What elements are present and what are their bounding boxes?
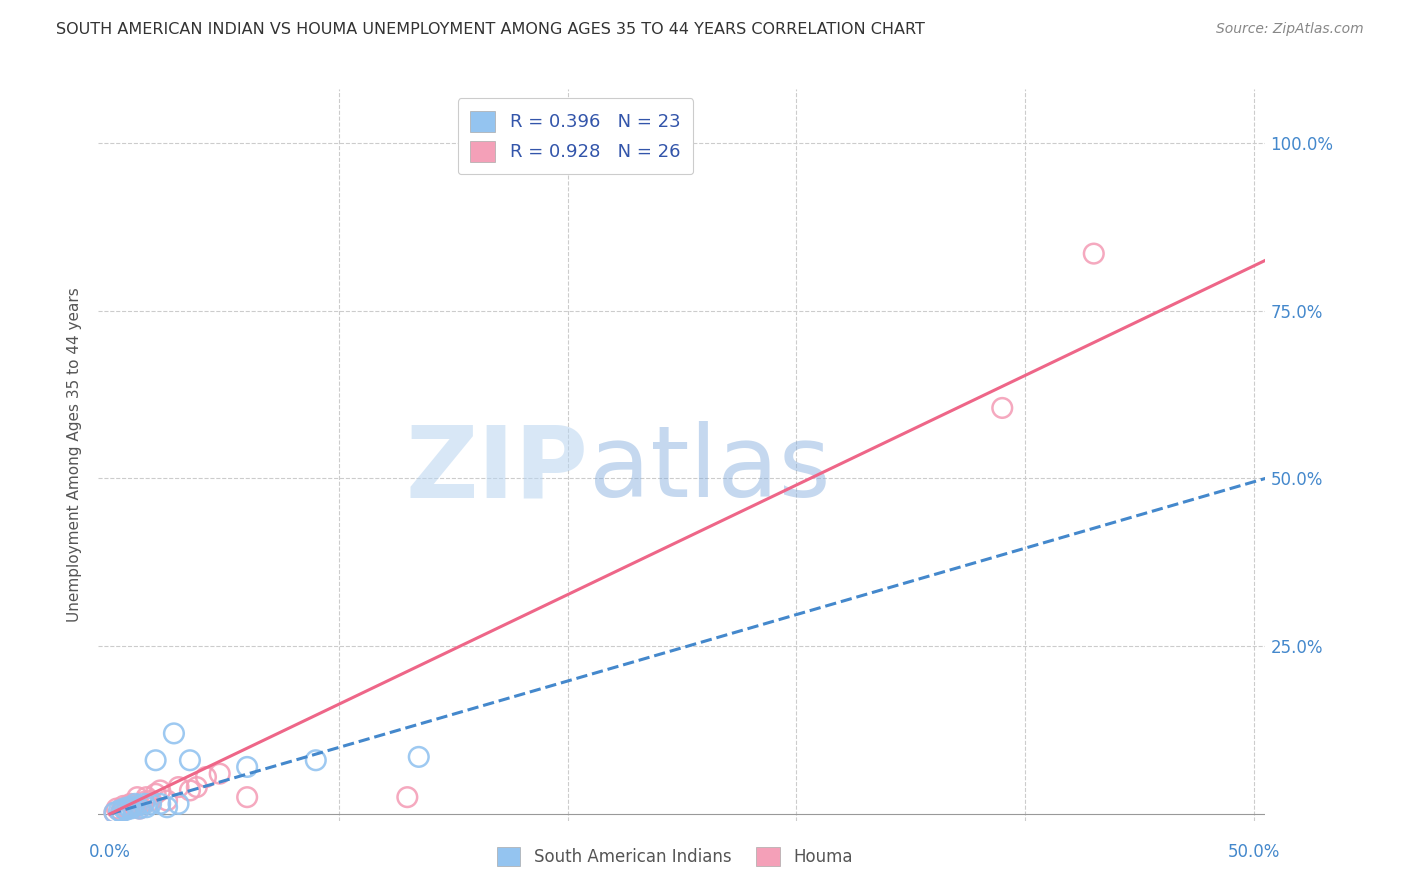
Point <box>179 753 201 767</box>
Text: SOUTH AMERICAN INDIAN VS HOUMA UNEMPLOYMENT AMONG AGES 35 TO 44 YEARS CORRELATIO: SOUTH AMERICAN INDIAN VS HOUMA UNEMPLOYM… <box>56 22 925 37</box>
Point <box>991 401 1014 415</box>
Point <box>236 760 259 774</box>
Legend: R = 0.396   N = 23, R = 0.928   N = 26: R = 0.396 N = 23, R = 0.928 N = 26 <box>457 98 693 174</box>
Point <box>236 790 259 805</box>
Point <box>128 801 150 815</box>
Y-axis label: Unemployment Among Ages 35 to 44 years: Unemployment Among Ages 35 to 44 years <box>67 287 83 623</box>
Point <box>167 797 190 811</box>
Point <box>208 766 231 780</box>
Point <box>408 750 430 764</box>
Point <box>134 795 156 809</box>
Point <box>396 790 419 805</box>
Text: ZIP: ZIP <box>406 421 589 518</box>
Point <box>156 793 179 807</box>
Point <box>149 797 172 811</box>
Point <box>103 805 125 820</box>
Point <box>194 770 217 784</box>
Text: Source: ZipAtlas.com: Source: ZipAtlas.com <box>1216 22 1364 37</box>
Point <box>112 801 135 815</box>
Point <box>186 780 208 794</box>
Point <box>110 805 132 819</box>
Point <box>139 793 162 807</box>
Point <box>1083 246 1105 260</box>
Point <box>156 800 179 814</box>
Point <box>120 801 142 815</box>
Point <box>167 780 190 794</box>
Text: 0.0%: 0.0% <box>89 843 131 861</box>
Point <box>117 800 139 814</box>
Point <box>124 800 146 814</box>
Point <box>145 753 167 767</box>
Legend: South American Indians, Houma: South American Indians, Houma <box>489 838 860 875</box>
Point <box>135 800 157 814</box>
Point <box>124 797 146 811</box>
Point <box>115 803 138 817</box>
Point <box>139 797 162 811</box>
Text: atlas: atlas <box>589 421 830 518</box>
Point <box>135 790 157 805</box>
Point <box>117 801 139 815</box>
Point <box>108 804 131 818</box>
Point <box>105 801 128 815</box>
Point <box>120 797 142 811</box>
Point <box>127 798 149 813</box>
Point <box>121 800 143 814</box>
Point <box>112 798 135 813</box>
Point <box>145 787 167 801</box>
Point <box>127 790 149 805</box>
Point <box>103 805 125 820</box>
Text: 50.0%: 50.0% <box>1227 843 1279 861</box>
Point <box>149 783 172 797</box>
Point <box>305 753 328 767</box>
Point <box>121 798 143 813</box>
Point <box>128 801 150 815</box>
Point <box>163 726 186 740</box>
Point <box>179 783 201 797</box>
Point <box>134 797 156 811</box>
Point <box>115 800 138 814</box>
Point <box>110 804 132 818</box>
